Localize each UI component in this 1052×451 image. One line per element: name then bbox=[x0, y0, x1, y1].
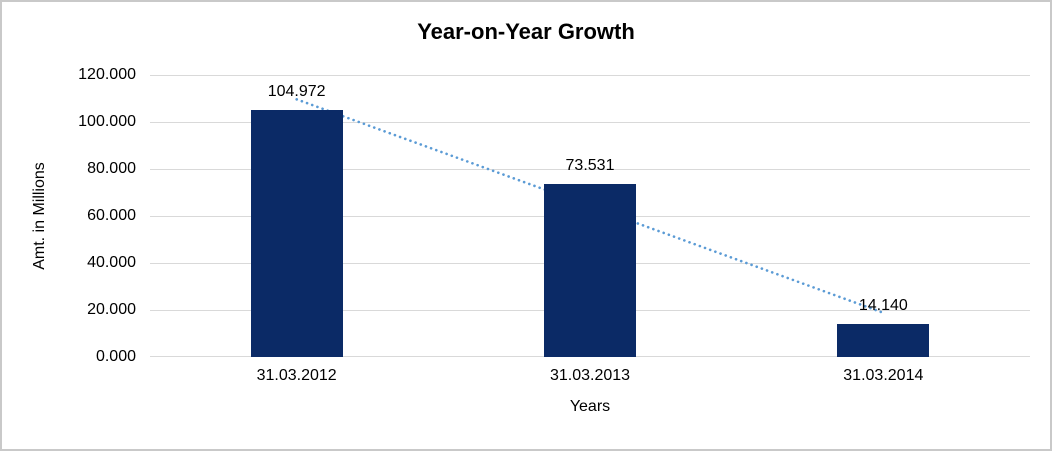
y-tick-label: 0.000 bbox=[95, 348, 136, 365]
chart-title: Year-on-Year Growth bbox=[417, 19, 635, 44]
y-tick-label: 20.000 bbox=[87, 301, 136, 318]
bar-value-label: 104.972 bbox=[267, 83, 326, 101]
y-tick-label: 60.000 bbox=[87, 207, 136, 224]
x-tick-label: 31.03.2012 bbox=[256, 367, 337, 384]
y-tick-label: 120.000 bbox=[78, 66, 136, 83]
bar bbox=[837, 323, 930, 357]
x-axis-title: Years bbox=[569, 398, 611, 415]
x-tick-label: 31.03.2014 bbox=[843, 367, 924, 384]
bar-value-label: 14.140 bbox=[858, 296, 908, 314]
bar-value-label: 73.531 bbox=[565, 157, 615, 175]
y-tick-label: 80.000 bbox=[87, 160, 136, 177]
y-tick-label: 40.000 bbox=[87, 254, 136, 271]
y-tick-label: 100.000 bbox=[78, 113, 136, 130]
bar bbox=[250, 110, 343, 357]
gridline bbox=[150, 75, 1030, 76]
x-tick-label: 31.03.2013 bbox=[549, 367, 631, 384]
bar bbox=[544, 184, 636, 357]
